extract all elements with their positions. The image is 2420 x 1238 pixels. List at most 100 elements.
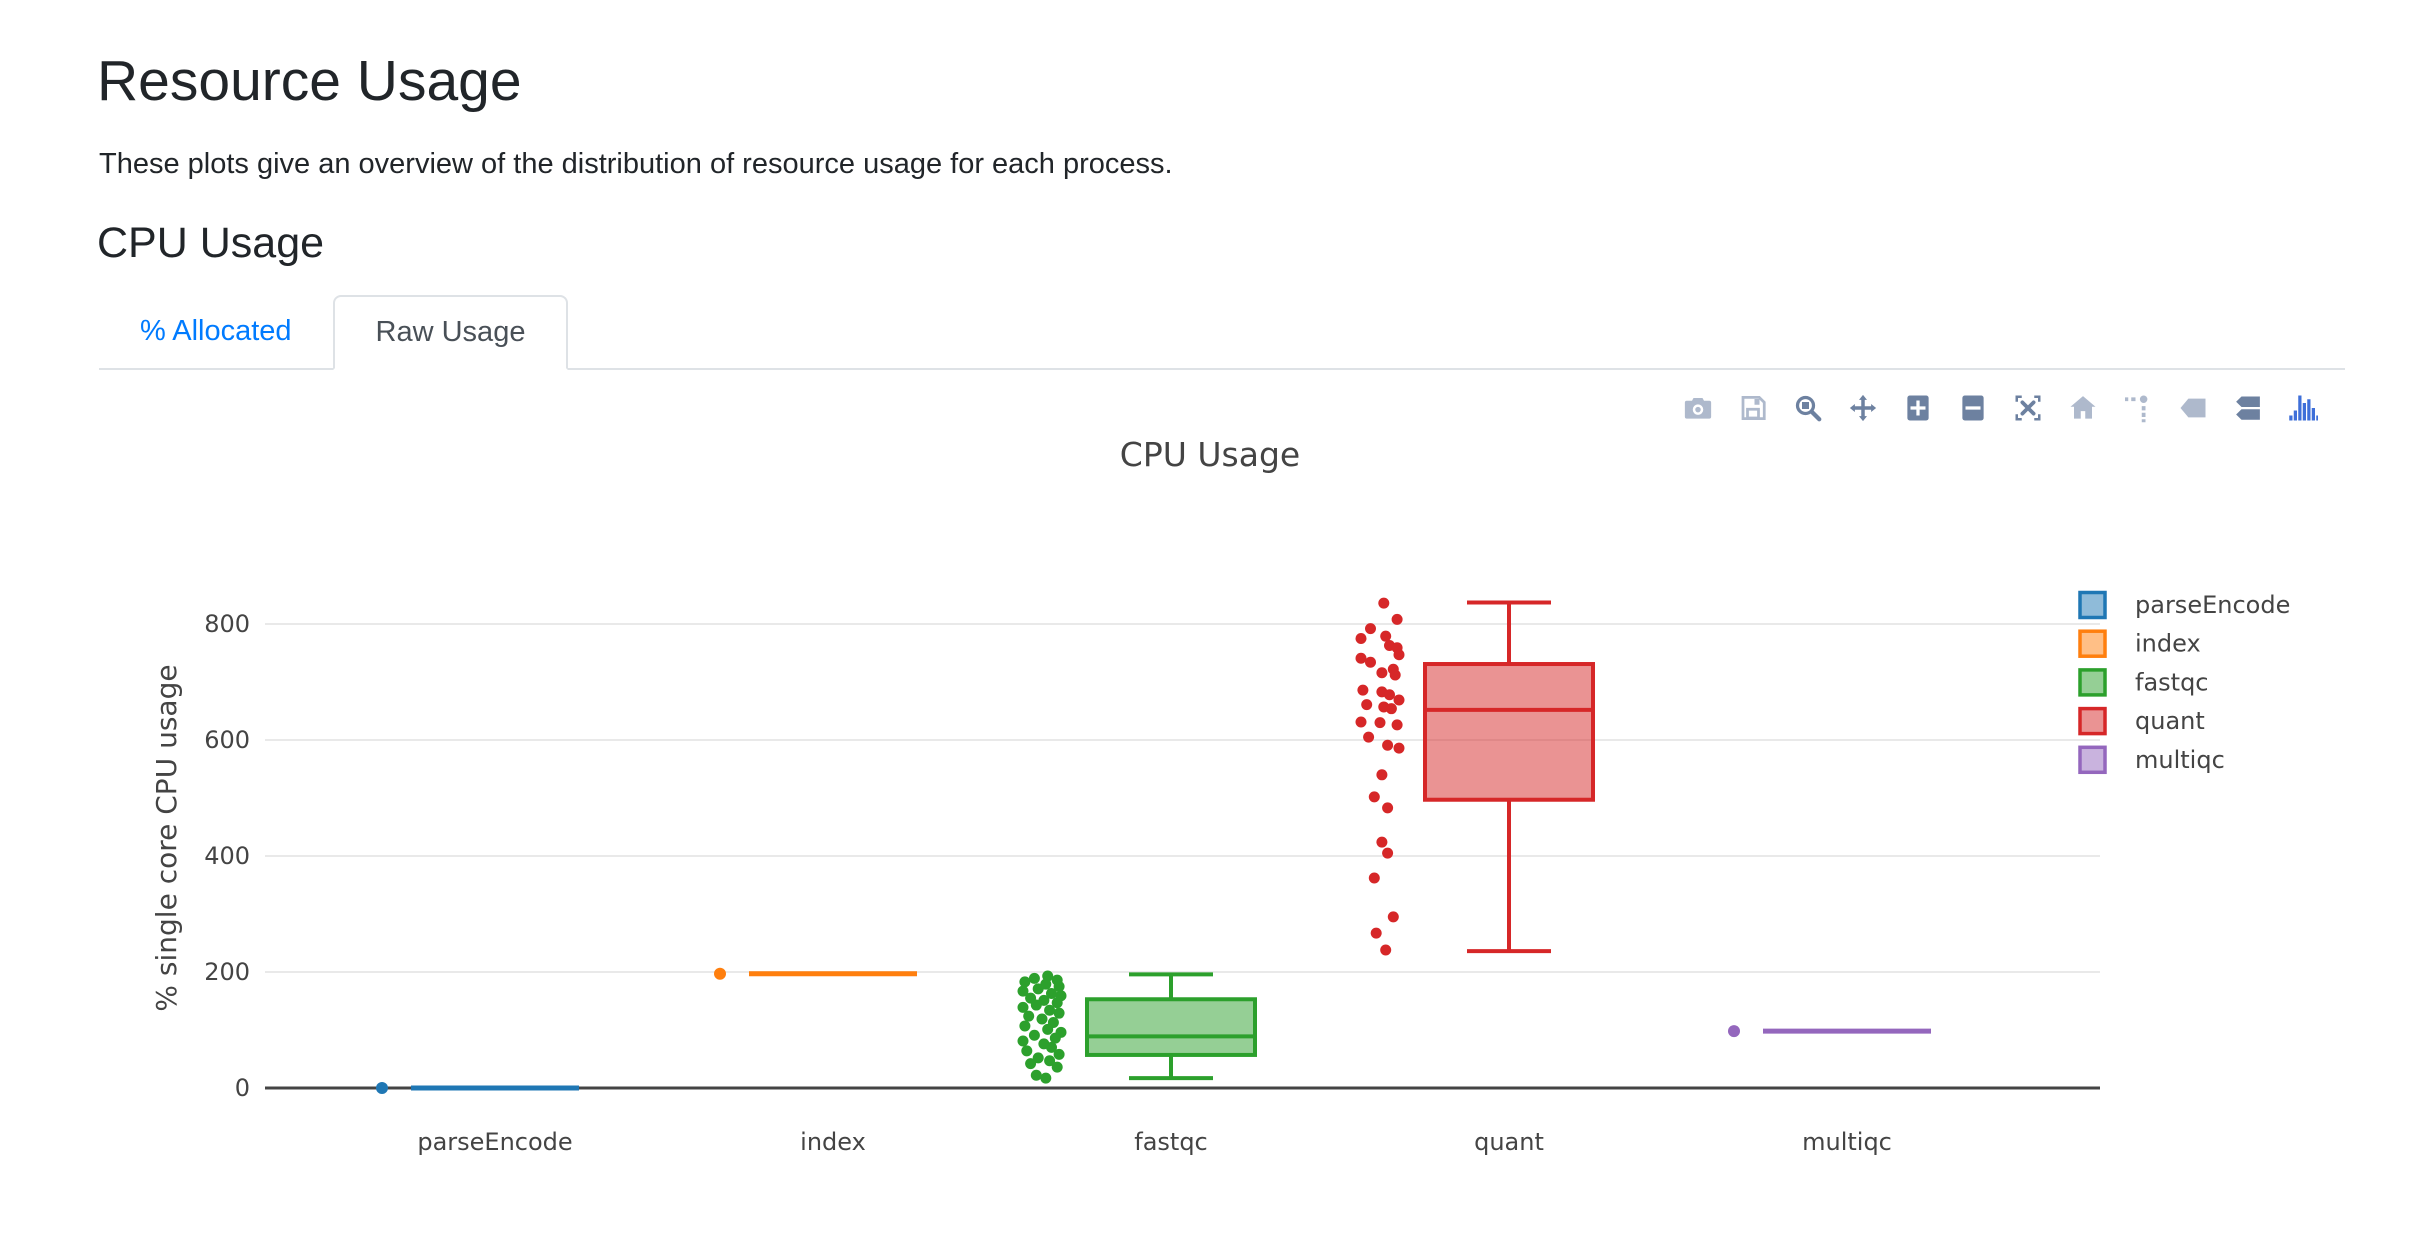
data-point bbox=[1368, 872, 1380, 884]
spikelines-icon bbox=[2125, 395, 2148, 423]
data-point bbox=[1023, 1010, 1035, 1022]
modebar-plotly-logo-icon[interactable] bbox=[2286, 392, 2320, 424]
data-point bbox=[1374, 717, 1386, 729]
scatter-points-multiqc bbox=[1728, 1025, 1740, 1038]
modebar-camera-icon[interactable] bbox=[1681, 392, 1715, 424]
legend-label-quant: quant bbox=[2135, 707, 2205, 735]
data-point bbox=[1053, 1048, 1065, 1060]
data-point bbox=[1040, 1072, 1052, 1084]
data-point bbox=[1378, 597, 1390, 609]
zoom-in-icon bbox=[1907, 395, 1929, 421]
modebar-zoom-icon[interactable] bbox=[1791, 392, 1825, 424]
series-parseEncode bbox=[376, 1082, 579, 1094]
x-tick-label-fastqc: fastqc bbox=[1134, 1128, 1208, 1156]
data-point bbox=[1036, 1013, 1048, 1025]
data-point bbox=[1030, 1069, 1042, 1081]
legend-item-quant[interactable]: quant bbox=[2078, 706, 2205, 736]
data-point bbox=[1355, 633, 1367, 644]
data-point bbox=[1384, 689, 1395, 701]
tab-bar: % Allocated Raw Usage bbox=[99, 295, 2345, 370]
data-point bbox=[376, 1082, 388, 1094]
y-tick-label: 600 bbox=[204, 726, 250, 754]
modebar-pan-icon[interactable] bbox=[1846, 392, 1880, 424]
scatter-points-fastqc bbox=[1017, 970, 1067, 1084]
data-point bbox=[1368, 791, 1380, 803]
data-point bbox=[1019, 1020, 1031, 1032]
tab-raw-usage[interactable]: Raw Usage bbox=[332, 295, 569, 370]
plotly-modebar bbox=[1681, 392, 2320, 424]
legend: parseEncode index fastqc quant multiqc bbox=[2078, 590, 2290, 775]
data-point bbox=[1380, 630, 1392, 642]
autoscale-icon bbox=[2015, 395, 2041, 421]
data-point bbox=[1028, 972, 1040, 984]
data-point bbox=[1393, 694, 1405, 706]
box-quant bbox=[1423, 600, 1595, 954]
pan-icon bbox=[1849, 394, 1877, 422]
data-point bbox=[1357, 684, 1369, 696]
data-point bbox=[1049, 1032, 1061, 1044]
data-point bbox=[714, 967, 726, 980]
data-point bbox=[1380, 944, 1392, 956]
legend-item-index[interactable]: index bbox=[2078, 629, 2201, 658]
legend-label-fastqc: fastqc bbox=[2135, 668, 2209, 696]
section-heading-cpu-usage: CPU Usage bbox=[97, 219, 325, 267]
data-point bbox=[1370, 927, 1382, 939]
plotly-logo-icon bbox=[2289, 395, 2318, 421]
modebar-hover-compare-icon[interactable] bbox=[2231, 392, 2265, 424]
legend-label-multiqc: multiqc bbox=[2135, 746, 2225, 774]
modebar-autoscale-icon[interactable] bbox=[2011, 392, 2045, 424]
modebar-zoom-out-icon[interactable] bbox=[1956, 392, 1990, 424]
modebar-spikelines-icon[interactable] bbox=[2121, 392, 2155, 424]
x-tick-label-multiqc: multiqc bbox=[1802, 1128, 1892, 1156]
data-point bbox=[1051, 997, 1063, 1009]
data-point bbox=[1393, 742, 1405, 754]
series-fastqc bbox=[1017, 970, 1257, 1084]
data-point bbox=[1363, 731, 1375, 743]
data-point bbox=[1053, 981, 1065, 992]
legend-swatch-quant bbox=[2078, 706, 2107, 736]
data-point bbox=[1017, 985, 1029, 997]
legend-swatch-parseEncode bbox=[2078, 590, 2107, 620]
data-point bbox=[1385, 703, 1397, 715]
data-point bbox=[1051, 1061, 1063, 1073]
save-icon bbox=[1741, 396, 1766, 420]
data-point bbox=[1361, 699, 1373, 711]
series-index bbox=[714, 967, 917, 980]
zoom-icon bbox=[1795, 395, 1822, 422]
modebar-hover-closest-icon[interactable] bbox=[2176, 392, 2210, 424]
legend-item-parseEncode[interactable]: parseEncode bbox=[2078, 590, 2290, 620]
page-title: Resource Usage bbox=[97, 49, 522, 113]
hover-compare-icon bbox=[2236, 396, 2260, 420]
modebar-zoom-in-icon[interactable] bbox=[1901, 392, 1935, 424]
data-point bbox=[1376, 769, 1388, 781]
y-tick-label: 200 bbox=[204, 958, 250, 986]
data-point bbox=[1365, 623, 1376, 635]
y-tick-label: 0 bbox=[235, 1074, 250, 1102]
data-point bbox=[1046, 987, 1057, 999]
data-point bbox=[1025, 1058, 1037, 1070]
data-point bbox=[1032, 1052, 1044, 1064]
hover-closest-icon bbox=[2180, 398, 2206, 418]
data-point bbox=[1044, 1004, 1056, 1016]
data-point bbox=[1728, 1025, 1740, 1038]
x-tick-label-parseEncode: parseEncode bbox=[417, 1128, 572, 1156]
data-point bbox=[1389, 669, 1401, 681]
legend-label-parseEncode: parseEncode bbox=[2135, 591, 2290, 619]
camera-icon bbox=[1684, 398, 1712, 419]
tab-percent-allocated[interactable]: % Allocated bbox=[140, 315, 292, 347]
data-point bbox=[1393, 649, 1405, 661]
gridlines: 0 200 400 600 800 bbox=[204, 610, 2100, 1102]
scatter-points-quant bbox=[1355, 597, 1405, 956]
modebar-save-icon[interactable] bbox=[1736, 392, 1770, 424]
y-tick-label: 800 bbox=[204, 610, 250, 638]
data-point bbox=[1017, 1001, 1029, 1013]
scatter-points-parseEncode bbox=[376, 1082, 388, 1094]
modebar-home-icon[interactable] bbox=[2066, 392, 2100, 424]
legend-item-multiqc[interactable]: multiqc bbox=[2078, 745, 2225, 775]
data-point bbox=[1355, 652, 1367, 664]
legend-item-fastqc[interactable]: fastqc bbox=[2078, 668, 2209, 697]
x-tick-label-index: index bbox=[800, 1128, 866, 1156]
y-tick-label: 400 bbox=[204, 842, 250, 870]
